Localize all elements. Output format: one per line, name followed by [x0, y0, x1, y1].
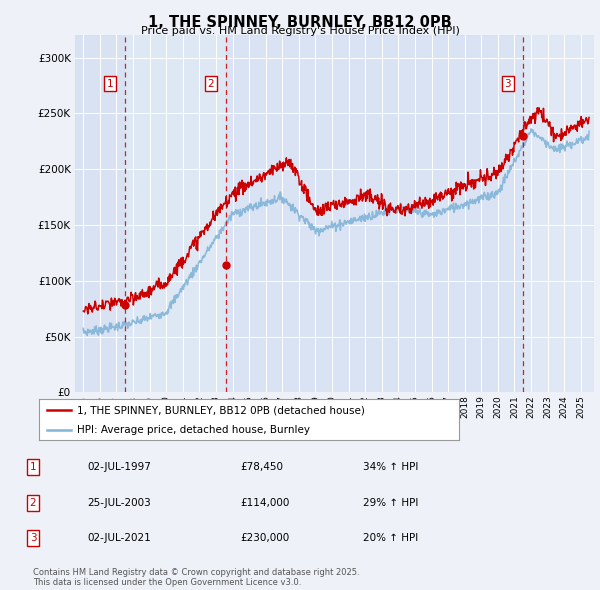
Text: £114,000: £114,000: [240, 498, 289, 507]
Text: Price paid vs. HM Land Registry's House Price Index (HPI): Price paid vs. HM Land Registry's House …: [140, 26, 460, 36]
Text: £78,450: £78,450: [240, 463, 283, 472]
Bar: [523, 35, 594, 392]
Text: 1, THE SPINNEY, BURNLEY, BB12 0PB: 1, THE SPINNEY, BURNLEY, BB12 0PB: [148, 15, 452, 30]
Text: 29% ↑ HPI: 29% ↑ HPI: [363, 498, 418, 507]
Text: 1: 1: [29, 463, 37, 472]
Text: Contains HM Land Registry data © Crown copyright and database right 2025.
This d: Contains HM Land Registry data © Crown c…: [33, 568, 359, 587]
Text: 1, THE SPINNEY, BURNLEY, BB12 0PB (detached house): 1, THE SPINNEY, BURNLEY, BB12 0PB (detac…: [77, 405, 365, 415]
Bar: [75, 35, 125, 392]
Text: 3: 3: [29, 533, 37, 543]
Bar: [125, 35, 226, 392]
Bar: [226, 35, 523, 392]
Text: 02-JUL-2021: 02-JUL-2021: [87, 533, 151, 543]
Text: £230,000: £230,000: [240, 533, 289, 543]
Text: 3: 3: [505, 78, 511, 88]
Text: 2: 2: [208, 78, 214, 88]
Text: 25-JUL-2003: 25-JUL-2003: [87, 498, 151, 507]
Text: 02-JUL-1997: 02-JUL-1997: [87, 463, 151, 472]
Text: 34% ↑ HPI: 34% ↑ HPI: [363, 463, 418, 472]
Text: 20% ↑ HPI: 20% ↑ HPI: [363, 533, 418, 543]
Text: HPI: Average price, detached house, Burnley: HPI: Average price, detached house, Burn…: [77, 425, 310, 434]
Text: 2: 2: [29, 498, 37, 507]
Text: 1: 1: [107, 78, 113, 88]
